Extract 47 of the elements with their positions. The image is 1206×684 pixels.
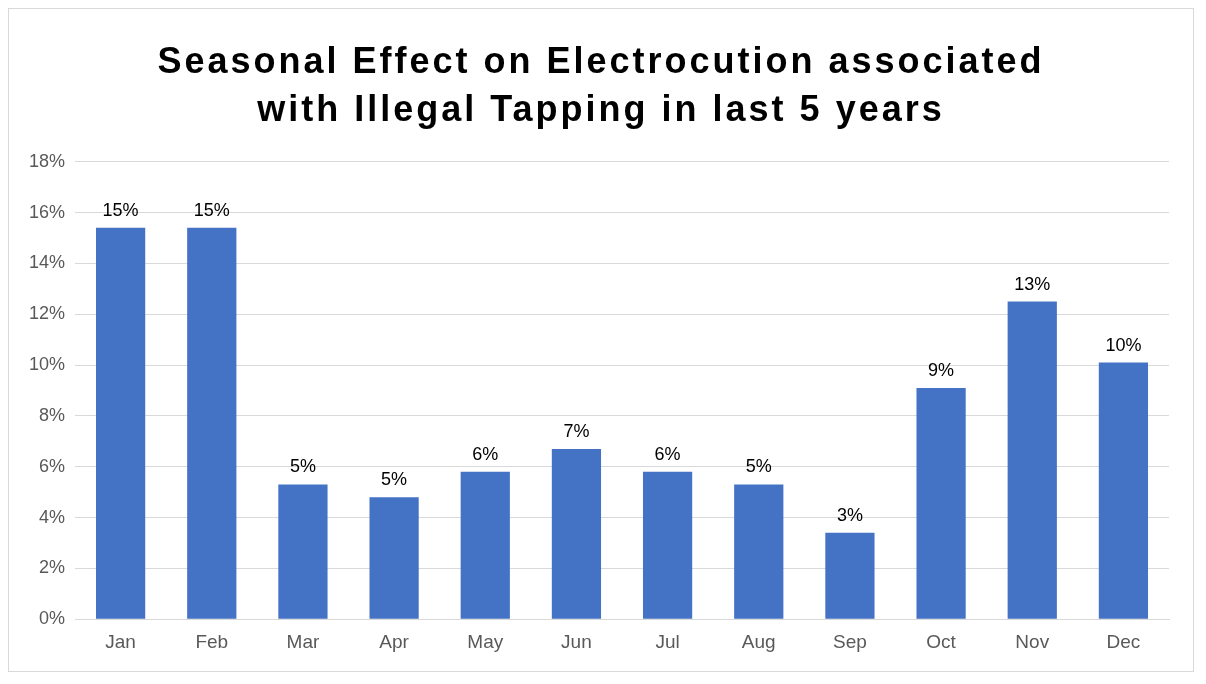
bar <box>278 484 328 619</box>
bar <box>734 484 784 619</box>
bar <box>369 497 419 619</box>
data-label: 6% <box>654 443 681 464</box>
data-label: 3% <box>836 504 863 525</box>
data-label: 5% <box>289 456 316 477</box>
x-tick-label: May <box>467 630 504 652</box>
y-tick-label: 2% <box>39 557 66 578</box>
y-tick-label: 10% <box>29 354 66 375</box>
y-tick-label: 8% <box>39 404 66 425</box>
x-tick-label: Jul <box>655 630 680 652</box>
x-tick-label: Mar <box>286 630 320 652</box>
x-tick-label: Nov <box>1015 630 1050 652</box>
bar <box>1007 301 1057 619</box>
y-tick-label: 6% <box>39 455 66 476</box>
y-tick-label: 14% <box>29 252 66 273</box>
data-label: 10% <box>1105 334 1142 355</box>
bar <box>460 471 510 619</box>
y-tick-label: 12% <box>29 303 66 324</box>
x-tick-label: Sep <box>833 630 867 652</box>
x-tick-label: Feb <box>195 630 229 652</box>
y-tick-label: 4% <box>39 506 66 527</box>
x-tick-label: Apr <box>379 630 410 652</box>
data-label: 15% <box>102 199 139 220</box>
y-tick-label: 16% <box>29 201 66 222</box>
data-label: 15% <box>193 199 230 220</box>
x-tick-label: Jan <box>105 630 136 652</box>
bar <box>916 387 966 619</box>
x-tick-label: Jun <box>561 630 592 652</box>
chart-title: Seasonal Effect on Electrocution associated with Illegal Tapping in last 5 years <box>156 39 1046 131</box>
bar <box>551 448 602 619</box>
data-label: 13% <box>1014 273 1051 294</box>
bar <box>1098 362 1149 619</box>
bar <box>642 471 693 619</box>
data-label: 7% <box>563 420 590 441</box>
bar <box>187 227 237 619</box>
x-tick-label: Aug <box>741 630 776 652</box>
bar <box>95 227 146 619</box>
y-tick-label: 0% <box>39 608 66 629</box>
data-label: 5% <box>381 469 408 490</box>
data-label: 6% <box>472 443 499 464</box>
bar <box>825 532 875 619</box>
x-tick-label: Dec <box>1106 630 1141 652</box>
x-tick-label: Oct <box>926 630 957 652</box>
data-label: 9% <box>928 359 955 380</box>
data-label: 5% <box>745 456 772 477</box>
y-tick-label: 18% <box>29 150 66 171</box>
